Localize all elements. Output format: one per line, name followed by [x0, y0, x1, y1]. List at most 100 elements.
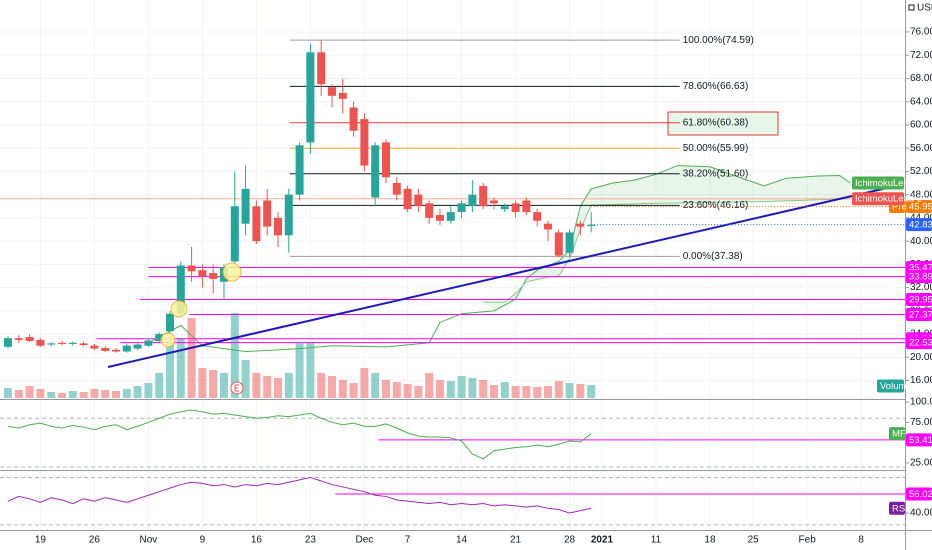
volume-bar — [3, 388, 12, 398]
volume-bar — [295, 343, 304, 398]
candle-body — [36, 339, 45, 346]
volume-bar — [306, 343, 315, 398]
indicator-tag: MF — [892, 429, 906, 440]
candle-body — [284, 194, 293, 236]
volume-tag: Volume — [880, 381, 912, 392]
level-tag-bg — [906, 308, 932, 322]
volume-bar — [252, 373, 261, 398]
level-tag: 33.89 — [909, 272, 932, 283]
indicator-tag: RSI — [892, 503, 908, 514]
volume-bar — [101, 390, 110, 398]
candle-body — [565, 232, 574, 253]
level-tag: 35.47 — [909, 262, 932, 273]
candle-body — [165, 313, 174, 332]
candle-body — [522, 200, 531, 213]
fib-label: 78.60%(66.63) — [683, 81, 749, 92]
candle-body — [187, 265, 196, 272]
candle-body — [176, 265, 185, 314]
candle-body — [133, 344, 142, 349]
volume-bar — [209, 370, 218, 398]
candle-body — [155, 334, 164, 342]
volume-bar — [241, 360, 250, 398]
volume-bar — [198, 368, 207, 398]
candle-body — [457, 203, 466, 213]
candle-body — [79, 343, 88, 346]
level-tag: 29.95 — [909, 295, 932, 306]
candle-body — [14, 338, 23, 340]
candle-body — [241, 188, 250, 224]
volume-bar — [457, 376, 466, 398]
level-tag: 27.37 — [909, 310, 932, 321]
indicator-line — [7, 476, 592, 514]
x-tick-label: 23 — [305, 535, 317, 546]
volume-bar — [349, 383, 358, 398]
price-tag: 45.95 — [909, 202, 932, 213]
candle-body — [576, 223, 585, 227]
volume-bar — [273, 378, 282, 398]
volume-bar — [133, 386, 142, 398]
volume-bar — [500, 382, 509, 398]
volume-bar — [392, 382, 401, 398]
volume-bar — [543, 386, 552, 398]
volume-bar — [25, 386, 34, 398]
currency-label[interactable]: USD — [917, 3, 932, 14]
y-tick-label: 40.00 — [910, 508, 932, 519]
volume-bar — [446, 381, 455, 398]
candle-body — [295, 145, 304, 195]
candle-body — [144, 340, 153, 346]
candle-body — [273, 217, 282, 236]
x-tick-label: 11 — [651, 535, 662, 546]
price-tag-bg — [906, 218, 932, 232]
price-tag: 42.83 — [909, 220, 932, 231]
candle-body — [435, 214, 444, 221]
y-tick-label: 16.00 — [910, 375, 932, 386]
candle-body — [489, 200, 498, 204]
volume-bar — [360, 368, 369, 398]
volume-bar — [111, 391, 120, 398]
x-tick-label: 25 — [748, 535, 760, 546]
volume-bar — [230, 313, 239, 398]
indicator-tag-bg — [889, 501, 905, 515]
volume-bar — [381, 380, 390, 398]
candle-body — [209, 273, 218, 279]
candle-body — [230, 206, 239, 262]
volume-bar — [263, 376, 272, 398]
volume-tag-bg — [877, 379, 904, 393]
candle-body — [511, 203, 520, 213]
y-tick-label: 44.00 — [910, 213, 932, 224]
ichimoku-tag-bg — [852, 192, 904, 206]
y-tick-label: 52.00 — [910, 166, 932, 177]
volume-bar — [403, 384, 412, 398]
volume-bar — [122, 389, 131, 398]
volume-bar — [435, 380, 444, 398]
candle-body — [468, 194, 477, 207]
candle-body — [101, 348, 110, 351]
volume-bar — [144, 383, 153, 398]
level-tag-bg — [906, 270, 932, 284]
candle-body — [425, 203, 434, 218]
fib-label: 23.60%(46.16) — [683, 200, 749, 211]
x-tick-label: 8 — [858, 535, 864, 546]
volume-bar — [565, 383, 574, 398]
volume-bar — [155, 373, 164, 398]
candle-body — [90, 345, 99, 349]
candle-body — [533, 212, 542, 221]
lock-icon[interactable] — [908, 4, 915, 11]
cloud-fill — [483, 165, 851, 311]
volume-bar — [187, 318, 196, 398]
x-tick-label: Nov — [139, 535, 157, 546]
y-tick-label: 68.00 — [910, 73, 932, 84]
volume-bar — [14, 390, 23, 398]
candle-body — [543, 223, 552, 230]
y-tick-label: 25.00 — [910, 458, 932, 469]
x-tick-label: 9 — [200, 535, 206, 546]
candle-body — [554, 232, 563, 256]
fib-label: 38.20%(51.60) — [683, 168, 749, 179]
y-tick-label: 75.00 — [910, 417, 932, 428]
candle-body — [327, 87, 336, 96]
candle-body — [360, 119, 369, 166]
x-tick-label: 14 — [456, 535, 468, 546]
volume-bar — [425, 373, 434, 398]
